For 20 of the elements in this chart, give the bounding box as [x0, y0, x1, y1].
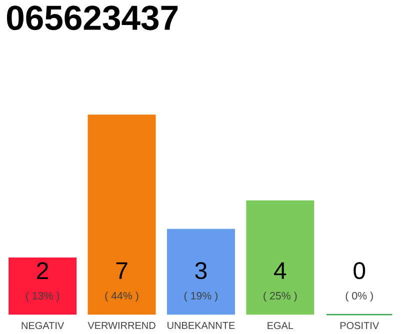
- x-tick-label: UNBEKANNTE: [168, 322, 235, 330]
- bar: [8, 258, 77, 315]
- data-label: 3: [195, 262, 207, 280]
- chart-title: 065623437: [6, 6, 178, 30]
- x-tick-label: POSITIV: [340, 322, 380, 330]
- annotation: ( 25% ): [264, 292, 297, 302]
- annotation: ( 44% ): [105, 292, 138, 302]
- x-tick-label: EGAL: [268, 322, 294, 330]
- annotation: ( 0% ): [346, 292, 373, 302]
- data-label: 2: [37, 262, 48, 280]
- data-label: 0: [354, 262, 366, 280]
- annotation: ( 19% ): [184, 292, 218, 302]
- bar: [246, 200, 314, 315]
- annotation: ( 13% ): [26, 292, 60, 302]
- bar: [88, 114, 156, 315]
- bar: [166, 229, 235, 315]
- x-tick-label: NEGATIV: [22, 322, 64, 330]
- data-label: 4: [274, 262, 286, 280]
- data-label: 7: [116, 262, 128, 280]
- x-tick-label: VERWIRREND: [88, 322, 156, 330]
